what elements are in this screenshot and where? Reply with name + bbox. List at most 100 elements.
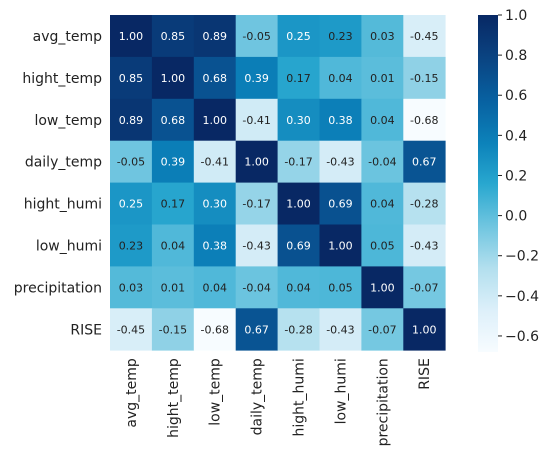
heatmap-cell bbox=[235, 140, 278, 183]
cell-value-label: -0.43 bbox=[326, 156, 354, 169]
cell-value-label: -0.43 bbox=[326, 323, 354, 336]
heatmap-cell bbox=[151, 98, 195, 142]
heatmap-cell bbox=[277, 98, 320, 142]
cell-value-label: 0.05 bbox=[370, 239, 395, 252]
heatmap-cell bbox=[277, 224, 320, 267]
heatmap-cell bbox=[193, 224, 237, 267]
heatmap-cell bbox=[110, 308, 153, 351]
cell-value-label: -0.68 bbox=[410, 114, 438, 127]
cell-value-label: 0.38 bbox=[328, 114, 353, 127]
heatmap-cell bbox=[110, 140, 153, 183]
row-tick-label: RISE bbox=[70, 322, 102, 338]
cell-value-label: 1.00 bbox=[412, 323, 437, 336]
cell-value-label: 0.85 bbox=[119, 72, 144, 85]
heatmap-cell bbox=[319, 308, 362, 351]
cell-value-label: 0.25 bbox=[286, 30, 311, 43]
cell-value-label: 0.39 bbox=[244, 72, 269, 85]
heatmap-cell bbox=[193, 266, 237, 309]
column-tick-label: hight_temp bbox=[166, 358, 182, 438]
heatmap-cell bbox=[403, 224, 446, 267]
cell-value-label: -0.45 bbox=[410, 30, 438, 43]
heatmap-cell bbox=[235, 15, 278, 58]
heatmap-cell bbox=[235, 56, 278, 100]
heatmap-cell bbox=[361, 98, 404, 142]
heatmap-cell bbox=[403, 140, 446, 183]
heatmap-cell bbox=[319, 224, 362, 267]
heatmap-cell bbox=[151, 266, 195, 309]
row-tick-label: hight_temp bbox=[22, 71, 102, 87]
cell-value-label: 1.00 bbox=[244, 156, 269, 169]
cell-value-label: -0.41 bbox=[201, 156, 229, 169]
heatmap-cell bbox=[193, 140, 237, 183]
cell-value-label: -0.04 bbox=[242, 281, 270, 294]
cell-value-label: -0.07 bbox=[368, 323, 396, 336]
heatmap-cell bbox=[151, 56, 195, 100]
cell-value-label: 0.30 bbox=[286, 114, 311, 127]
colorbar-tick-label: −0.6 bbox=[505, 329, 539, 345]
heatmap-cell bbox=[319, 98, 362, 142]
heatmap-cell bbox=[235, 98, 278, 142]
row-tick-label: low_temp bbox=[34, 113, 102, 129]
heatmap-cells: 1.00 0.85 0.89 -0.05 0.25 0.23 0.03 -0.45 0.85 1.… bbox=[110, 15, 446, 351]
heatmap-cell bbox=[361, 140, 404, 183]
column-labels: avg_temp hight_temp low_temp daily_temp high… bbox=[124, 358, 433, 446]
cell-value-label: 1.00 bbox=[119, 30, 144, 43]
heatmap-cell bbox=[151, 224, 195, 267]
colorbar-tick-label: 1.0 bbox=[505, 8, 527, 24]
cell-value-label: 0.85 bbox=[161, 30, 186, 43]
cell-value-label: 1.00 bbox=[370, 281, 395, 294]
cell-value-label: -0.05 bbox=[242, 30, 270, 43]
heatmap-cell bbox=[277, 15, 320, 58]
heatmap-cell bbox=[361, 15, 404, 58]
cell-value-label: 0.05 bbox=[328, 281, 353, 294]
cell-value-label: -0.04 bbox=[368, 156, 396, 169]
heatmap-cell bbox=[110, 266, 153, 309]
cell-value-label: -0.07 bbox=[410, 281, 438, 294]
heatmap-cell bbox=[110, 56, 153, 100]
heatmap-cell bbox=[277, 140, 320, 183]
cell-value-label: 0.17 bbox=[161, 198, 186, 211]
colorbar-tick-label: 0.8 bbox=[505, 48, 527, 64]
heatmap-cell bbox=[235, 266, 278, 309]
cell-value-label: 0.01 bbox=[370, 72, 395, 85]
heatmap-cell bbox=[361, 224, 404, 267]
cell-value-label: -0.17 bbox=[242, 198, 270, 211]
row-tick-label: hight_humi bbox=[24, 197, 102, 213]
cell-value-label: 0.04 bbox=[203, 281, 228, 294]
heatmap-cell bbox=[319, 56, 362, 100]
cell-value-label: -0.45 bbox=[117, 323, 145, 336]
column-tick-label: precipitation bbox=[375, 358, 391, 446]
row-tick-label: daily_temp bbox=[25, 155, 102, 171]
heatmap-cell bbox=[403, 56, 446, 100]
colorbar-tick-label: 0.0 bbox=[505, 209, 527, 225]
heatmap-cell bbox=[235, 308, 278, 351]
heatmap-cell bbox=[277, 182, 320, 225]
heatmap-cell bbox=[361, 308, 404, 351]
cell-value-label: -0.15 bbox=[410, 72, 438, 85]
column-tick-label: avg_temp bbox=[124, 358, 140, 427]
heatmap-cell bbox=[110, 224, 153, 267]
cell-value-label: 0.04 bbox=[328, 72, 353, 85]
cell-value-label: 0.17 bbox=[286, 72, 311, 85]
heatmap-cell bbox=[361, 266, 404, 309]
colorbar-bar bbox=[478, 15, 498, 352]
cell-value-label: 0.04 bbox=[286, 281, 311, 294]
cell-value-label: -0.28 bbox=[284, 323, 312, 336]
heatmap-cell bbox=[235, 182, 278, 225]
cell-value-label: 0.03 bbox=[119, 281, 144, 294]
cell-value-label: 0.69 bbox=[328, 198, 353, 211]
heatmap-cell bbox=[151, 182, 195, 225]
heatmap-cell bbox=[403, 308, 446, 351]
column-tick-label: low_humi bbox=[333, 358, 349, 424]
heatmap-cell bbox=[193, 308, 237, 351]
cell-value-label: -0.43 bbox=[242, 239, 270, 252]
cell-value-label: -0.28 bbox=[410, 198, 438, 211]
cell-value-label: 0.04 bbox=[370, 198, 395, 211]
heatmap-cell bbox=[235, 224, 278, 267]
column-tick-label: low_temp bbox=[208, 358, 224, 426]
heatmap-cell bbox=[277, 266, 320, 309]
heatmap-cell bbox=[361, 56, 404, 100]
cell-value-label: 0.25 bbox=[119, 198, 144, 211]
heatmap-cell bbox=[403, 98, 446, 142]
